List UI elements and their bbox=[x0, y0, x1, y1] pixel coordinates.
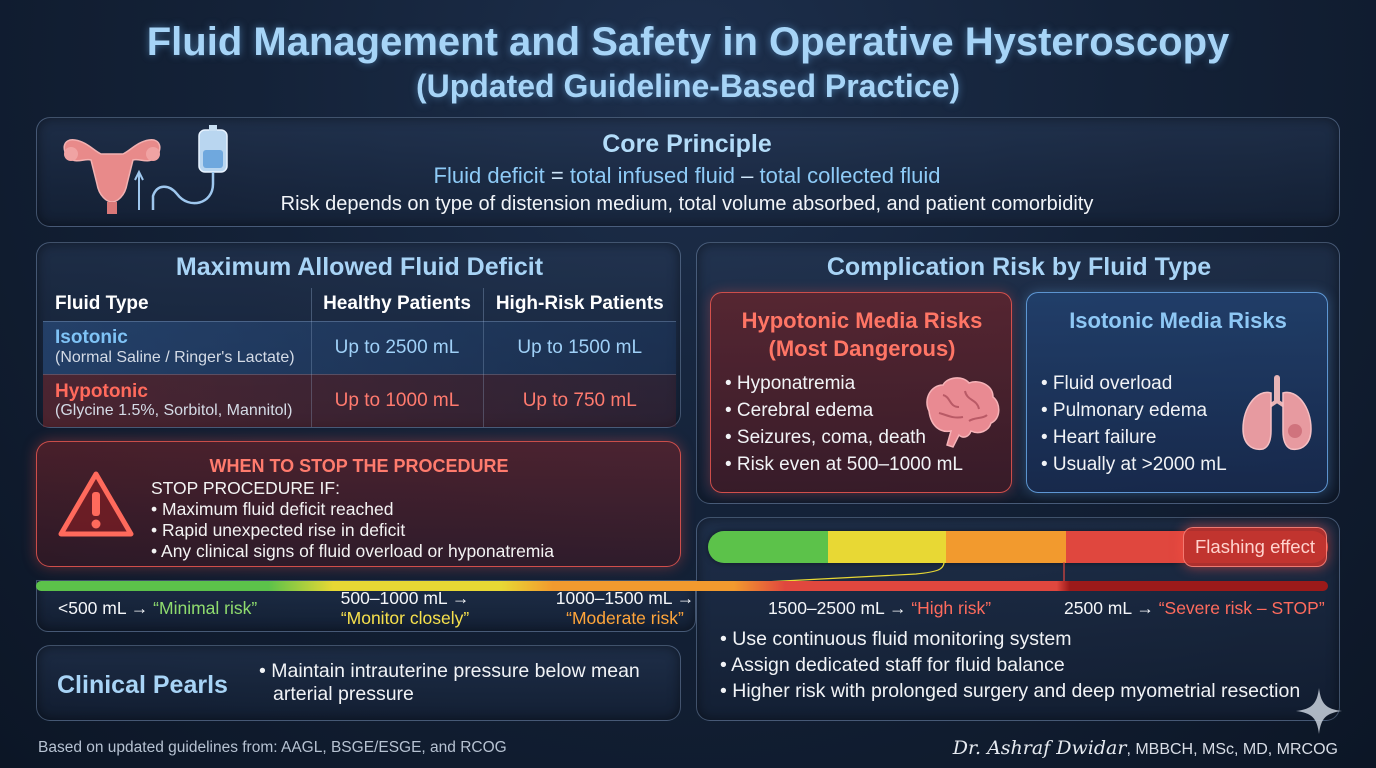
column-header-high-risk: High-Risk Patients bbox=[483, 288, 676, 322]
isotonic-risk-list: • Fluid overload • Pulmonary edema • Hea… bbox=[1041, 370, 1227, 478]
hypotonic-risk-list: • Hyponatremia • Cerebral edema • Seizur… bbox=[725, 370, 963, 478]
flashing-effect-label: Flashing effect bbox=[1195, 536, 1315, 557]
scale-label-minimal: <500 mL → “Minimal risk” bbox=[58, 598, 257, 618]
list-item: • Maximum fluid deficit reached bbox=[151, 499, 394, 519]
scale-risk: “Minimal risk” bbox=[153, 598, 258, 618]
sparkle-icon bbox=[1296, 688, 1342, 734]
lungs-icon bbox=[1242, 375, 1312, 451]
hypotonic-heading-line2: (Most Dangerous) bbox=[768, 336, 956, 361]
hypotonic-risks-box: Hypotonic Media Risks (Most Dangerous) •… bbox=[710, 292, 1012, 493]
meter-segment-yellow bbox=[828, 531, 946, 563]
max-deficit-panel: Maximum Allowed Fluid Deficit Fluid Type… bbox=[36, 242, 681, 428]
stop-intro: STOP PROCEDURE IF: bbox=[151, 478, 340, 498]
table-row-hypotonic: Hypotonic (Glycine 1.5%, Sorbitol, Manni… bbox=[43, 374, 676, 427]
meter-segment-green bbox=[708, 531, 828, 563]
formula-term-collected: total collected fluid bbox=[759, 163, 941, 188]
stop-procedure-criteria: STOP PROCEDURE IF: • Maximum fluid defic… bbox=[151, 478, 554, 562]
list-item: • Assign dedicated staff for fluid balan… bbox=[720, 654, 1065, 676]
guideline-source: Based on updated guidelines from: AAGL, … bbox=[38, 739, 507, 756]
list-item: • Seizures, coma, death bbox=[725, 427, 926, 448]
pearl-line-2: arterial pressure bbox=[273, 683, 414, 705]
scale-risk: “Monitor closely” bbox=[340, 608, 470, 628]
complication-risk-panel: Complication Risk by Fluid Type Hypotoni… bbox=[696, 242, 1340, 504]
scale-range: 500–1000 mL → bbox=[340, 588, 470, 608]
flashing-effect-badge: Flashing effect bbox=[1183, 527, 1327, 567]
stop-procedure-heading: WHEN TO STOP THE PROCEDURE bbox=[209, 456, 509, 476]
table-header-row: Fluid Type Healthy Patients High-Risk Pa… bbox=[43, 288, 676, 322]
list-item: • Any clinical signs of fluid overload o… bbox=[151, 541, 555, 561]
clinical-pearl-text: • Maintain intrauterine pressure below m… bbox=[259, 660, 640, 706]
isotonic-risks-box: Isotonic Media Risks • Fluid overload • … bbox=[1026, 292, 1328, 493]
hypotonic-risks-heading: Hypotonic Media Risks (Most Dangerous) bbox=[711, 307, 1013, 363]
fluid-type-isotonic: Isotonic bbox=[55, 327, 128, 349]
column-header-healthy: Healthy Patients bbox=[311, 288, 484, 322]
author-credentials: , MBBCH, MSc, MD, MRCOG bbox=[1126, 741, 1338, 758]
author-name: Dr. Ashraf Dwidar bbox=[952, 737, 1127, 759]
clinical-pearls-panel: Clinical Pearls • Maintain intrauterine … bbox=[36, 645, 681, 721]
uterus-icon bbox=[63, 139, 161, 214]
scale-label-high: 1500–2500 mL → “High risk” bbox=[768, 598, 991, 618]
iv-bag-icon bbox=[134, 125, 228, 210]
max-deficit-heading: Maximum Allowed Fluid Deficit bbox=[175, 253, 544, 281]
clinical-pearls-heading: Clinical Pearls bbox=[57, 671, 228, 699]
list-item: • Fluid overload bbox=[1041, 373, 1173, 394]
list-item: • Use continuous fluid monitoring system bbox=[720, 628, 1072, 650]
cell-fluid-type: Isotonic (Normal Saline / Ringer's Lacta… bbox=[43, 321, 312, 375]
risk-scale-bar bbox=[36, 581, 1328, 591]
fluid-deficit-formula: Fluid deficit = total infused fluid – to… bbox=[37, 163, 1337, 189]
isotonic-risks-heading: Isotonic Media Risks bbox=[1069, 308, 1287, 333]
scale-label-severe: 2500 mL → “Severe risk – STOP” bbox=[1064, 598, 1325, 618]
list-item: • Cerebral edema bbox=[725, 400, 874, 421]
table-row-isotonic: Isotonic (Normal Saline / Ringer's Lacta… bbox=[43, 321, 676, 375]
pearl-line-1: • Maintain intrauterine pressure below m… bbox=[259, 660, 640, 682]
page-subtitle: (Updated Guideline-Based Practice) bbox=[415, 68, 961, 104]
warning-icon bbox=[58, 471, 134, 537]
hypotonic-heading-line1: Hypotonic Media Risks bbox=[741, 308, 983, 333]
scale-range: 1500–2500 mL → bbox=[768, 598, 912, 618]
stop-procedure-panel: WHEN TO STOP THE PROCEDURE STOP PROCEDUR… bbox=[36, 441, 681, 567]
core-principle-heading: Core Principle bbox=[602, 130, 772, 158]
formula-term-infused: total infused fluid bbox=[569, 163, 735, 188]
page-title: Fluid Management and Safety in Operative… bbox=[146, 20, 1230, 64]
list-item: • Usually at >2000 mL bbox=[1041, 454, 1227, 475]
cell-high-risk-limit: Up to 1500 mL bbox=[483, 321, 676, 375]
list-item: • Rapid unexpected rise in deficit bbox=[151, 520, 406, 540]
core-principle-panel: Core Principle Fluid deficit = total inf… bbox=[36, 117, 1340, 227]
scale-risk: “Moderate risk” bbox=[566, 608, 684, 628]
formula-operator-minus: – bbox=[735, 163, 760, 188]
cell-healthy-limit: Up to 2500 mL bbox=[311, 321, 484, 375]
scale-range: <500 mL → bbox=[58, 598, 154, 618]
fluid-type-hypotonic: Hypotonic bbox=[55, 380, 148, 402]
meter-segment-orange bbox=[946, 531, 1066, 563]
scale-risk: “Severe risk – STOP” bbox=[1158, 598, 1325, 618]
risk-statement: Risk depends on type of distension mediu… bbox=[280, 193, 1094, 215]
scale-label-moderate: 1000–1500 mL → “Moderate risk” bbox=[540, 588, 710, 628]
max-deficit-table: Fluid Type Healthy Patients High-Risk Pa… bbox=[43, 288, 676, 427]
cell-healthy-limit: Up to 1000 mL bbox=[311, 374, 484, 427]
formula-term-deficit: Fluid deficit bbox=[433, 163, 545, 188]
scale-range: 1000–1500 mL → bbox=[555, 588, 695, 608]
column-header-fluid-type: Fluid Type bbox=[43, 288, 312, 322]
list-item: • Risk even at 500–1000 mL bbox=[725, 454, 963, 475]
brain-icon bbox=[926, 377, 1000, 448]
formula-operator-equals: = bbox=[544, 163, 570, 188]
cell-fluid-type: Hypotonic (Glycine 1.5%, Sorbitol, Manni… bbox=[43, 374, 312, 427]
fluid-examples: (Normal Saline / Ringer's Lactate) bbox=[55, 349, 295, 367]
complication-heading: Complication Risk by Fluid Type bbox=[826, 253, 1212, 281]
scale-risk: “High risk” bbox=[911, 598, 992, 618]
fluid-examples: (Glycine 1.5%, Sorbitol, Mannitol) bbox=[55, 402, 293, 420]
list-item: • Hyponatremia bbox=[725, 373, 856, 394]
list-item: • Heart failure bbox=[1041, 427, 1157, 448]
list-item: • Higher risk with prolonged surgery and… bbox=[720, 680, 1301, 702]
scale-range: 2500 mL → bbox=[1064, 598, 1159, 618]
list-item: • Pulmonary edema bbox=[1041, 400, 1208, 421]
scale-label-monitor: 500–1000 mL → “Monitor closely” bbox=[320, 588, 490, 628]
cell-high-risk-limit: Up to 750 mL bbox=[522, 389, 637, 411]
author-credit: Dr. Ashraf Dwidar, MBBCH, MSc, MD, MRCOG bbox=[953, 737, 1338, 759]
